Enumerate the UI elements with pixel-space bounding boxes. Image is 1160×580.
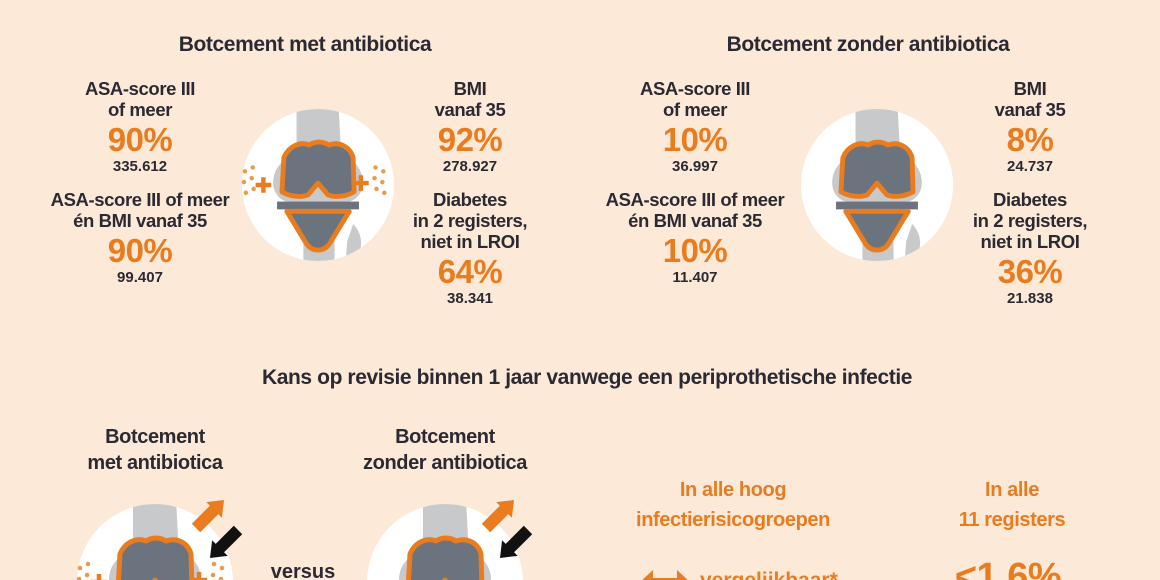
stat-label: BMI vanaf 35 <box>434 78 506 120</box>
stat-label: ASA-score III of meer én BMI vanaf 35 <box>605 189 785 231</box>
revision-risk-heading: Kans op revisie binnen 1 jaar vanwege ee… <box>261 366 913 389</box>
stat-met-bmi: BMI vanaf 35 92% 278.927 <box>310 78 630 175</box>
group-label-high-infection-risk: In alle hoog infectierisicogroepen <box>636 479 830 531</box>
section-title-met-antibiotica: Botcement met antibiotica <box>178 33 432 56</box>
stat-count: 36.997 <box>672 158 718 175</box>
stat-count: 38.341 <box>447 290 493 307</box>
stat-label: ASA-score III of meer <box>85 78 195 120</box>
stat-zonder-asa-bmi: ASA-score III of meer én BMI vanaf 35 10… <box>535 189 855 286</box>
stat-count: 11.407 <box>672 269 718 286</box>
revision-arrows-icon <box>481 500 533 558</box>
stat-zonder-bmi: BMI vanaf 35 8% 24.737 <box>870 78 1160 175</box>
stat-percentage: 10% <box>662 232 728 269</box>
stat-met-asa: ASA-score III of meer 90% 335.612 <box>0 78 300 175</box>
knee-prosthesis-icon <box>799 107 955 263</box>
bottom-label-met-antibiotica: Botcement met antibiotica <box>87 426 223 474</box>
stat-met-asa-bmi: ASA-score III of meer én BMI vanaf 35 90… <box>0 189 300 286</box>
stat-percentage: 64% <box>437 253 503 290</box>
stat-percentage: 10% <box>662 121 728 158</box>
stat-zonder-diabetes: Diabetes in 2 registers, niet in LROI 36… <box>870 189 1160 307</box>
compare-arrows-icon <box>642 570 688 580</box>
result-percentage: <1,6% <box>954 556 1062 580</box>
stat-zonder-asa: ASA-score III of meer 10% 36.997 <box>535 78 855 175</box>
stat-label: BMI vanaf 35 <box>994 78 1066 120</box>
stat-met-diabetes: Diabetes in 2 registers, niet in LROI 64… <box>310 189 630 307</box>
stat-percentage: 36% <box>997 253 1063 290</box>
stat-percentage: 8% <box>1006 121 1054 158</box>
knee-prosthesis-icon <box>240 107 396 263</box>
bottom-label-zonder-antibiotica: Botcement zonder antibiotica <box>363 426 527 474</box>
group-label-all-registers: In alle 11 registers <box>958 479 1066 531</box>
stat-count: 99.407 <box>117 269 163 286</box>
stat-count: 335.612 <box>112 158 168 175</box>
revision-arrows-icon <box>191 500 243 558</box>
versus-label: versus <box>270 561 336 580</box>
stat-count: 21.838 <box>1007 290 1053 307</box>
stat-percentage: 92% <box>437 121 503 158</box>
stat-label: Diabetes in 2 registers, niet in LROI <box>972 189 1088 252</box>
stat-percentage: 90% <box>107 232 173 269</box>
stat-label: Diabetes in 2 registers, niet in LROI <box>412 189 528 252</box>
stat-label: ASA-score III of meer <box>640 78 750 120</box>
stat-count: 278.927 <box>442 158 498 175</box>
stat-percentage: 90% <box>107 121 173 158</box>
section-title-zonder-antibiotica: Botcement zonder antibiotica <box>726 33 1010 56</box>
result-comparable: vergelijkbaar* <box>700 569 838 580</box>
stat-label: ASA-score III of meer én BMI vanaf 35 <box>50 189 230 231</box>
stat-count: 24.737 <box>1007 158 1053 175</box>
